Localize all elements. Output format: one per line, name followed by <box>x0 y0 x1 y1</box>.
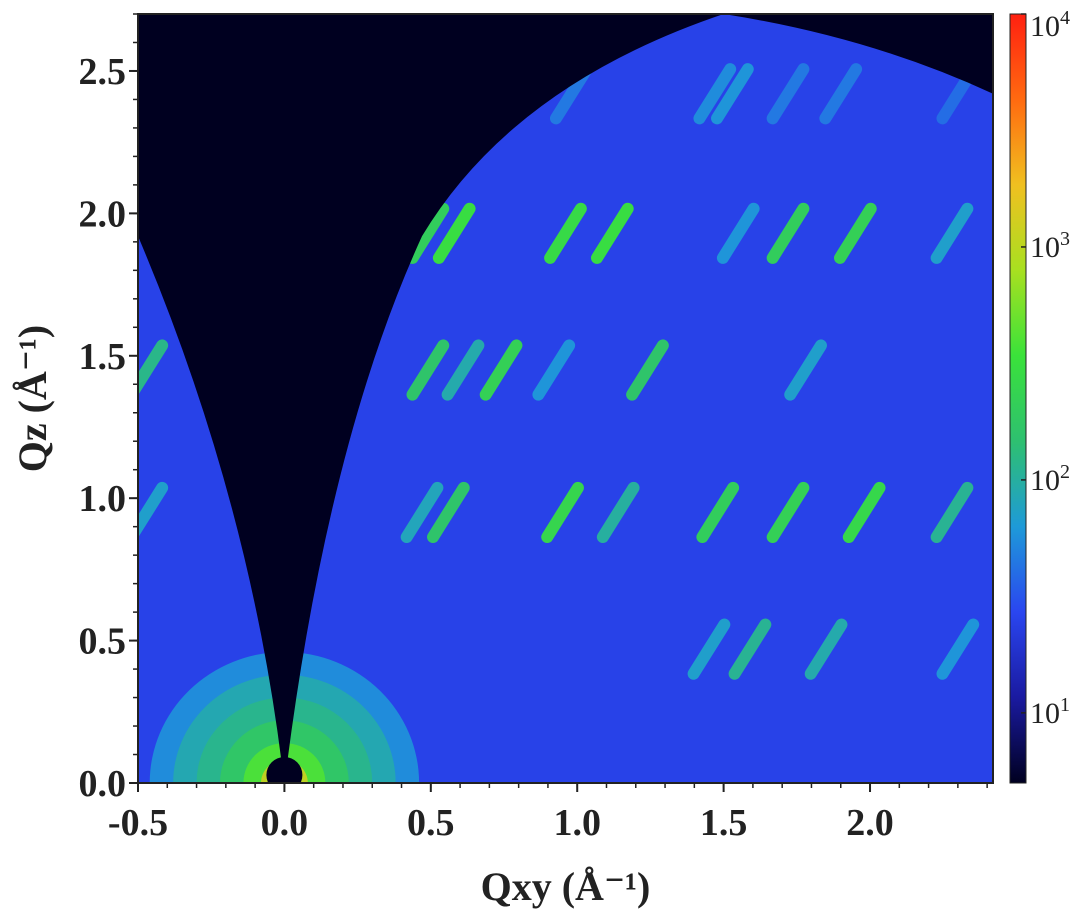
peak <box>400 481 444 544</box>
peak <box>766 63 810 125</box>
colorbar-gradient <box>1009 13 1027 784</box>
peak <box>406 202 450 264</box>
peak <box>716 202 760 264</box>
colorbar-tick-label: 103 <box>1030 228 1070 264</box>
peak <box>819 63 863 125</box>
peak <box>138 481 169 538</box>
missing-wedge-region <box>138 14 724 769</box>
x-tick-label: 1.0 <box>553 802 601 844</box>
plot-frame <box>137 13 994 784</box>
peak <box>626 339 669 401</box>
peak <box>834 202 877 264</box>
peak <box>930 202 974 264</box>
beamstop <box>266 757 303 783</box>
colorbar-ticks: 101 102 103 104 <box>1021 7 1070 730</box>
y-tick-label: 0.5 <box>79 621 127 663</box>
peak <box>532 339 576 401</box>
peak <box>936 618 980 680</box>
peak <box>406 339 450 401</box>
peak <box>693 63 737 125</box>
diffraction-peaks <box>138 63 980 680</box>
y-axis-title: Qz (Å⁻¹) <box>10 325 55 473</box>
y-tick-label: 2.0 <box>79 193 127 235</box>
colorbar-tick-label: 104 <box>1030 7 1070 43</box>
peak <box>711 63 754 125</box>
detector-edge-region <box>723 14 993 94</box>
plot-area <box>138 14 993 783</box>
peak <box>696 481 740 544</box>
y-tick-label: 0.0 <box>79 763 127 805</box>
colorbar-tick-label: 101 <box>1030 694 1070 730</box>
peak <box>138 339 169 396</box>
peak <box>728 618 772 680</box>
peak <box>432 202 476 264</box>
peak <box>590 202 634 264</box>
peak <box>766 202 810 264</box>
x-tick-label: 0.0 <box>261 802 309 844</box>
peak <box>479 339 523 401</box>
x-axis-title: Qxy (Å⁻¹) <box>481 864 651 909</box>
peak <box>804 618 848 680</box>
peak <box>784 339 827 401</box>
y-axis-ticks: 0.0 0.5 1.0 1.5 2.0 2.5 <box>79 13 138 805</box>
peak <box>930 481 974 544</box>
peak <box>766 481 810 544</box>
colorbar: 101 102 103 104 <box>1009 7 1070 784</box>
x-tick-label: 0.5 <box>407 802 455 844</box>
y-tick-label: 2.5 <box>79 51 127 93</box>
x-tick-label: 2.0 <box>846 802 894 844</box>
peak <box>544 202 587 264</box>
peak <box>842 481 886 544</box>
peak <box>541 481 584 544</box>
x-axis-ticks: -0.5 0.0 0.5 1.0 1.5 2.0 <box>108 783 988 844</box>
x-tick-label: 1.5 <box>700 802 748 844</box>
colorbar-tick-label: 102 <box>1030 461 1070 497</box>
peak <box>687 618 731 680</box>
y-tick-label: 1.5 <box>79 336 127 378</box>
peak <box>441 339 485 401</box>
x-tick-label: -0.5 <box>108 802 168 844</box>
peak <box>596 481 640 544</box>
peak <box>427 481 470 544</box>
y-tick-label: 1.0 <box>79 478 127 520</box>
